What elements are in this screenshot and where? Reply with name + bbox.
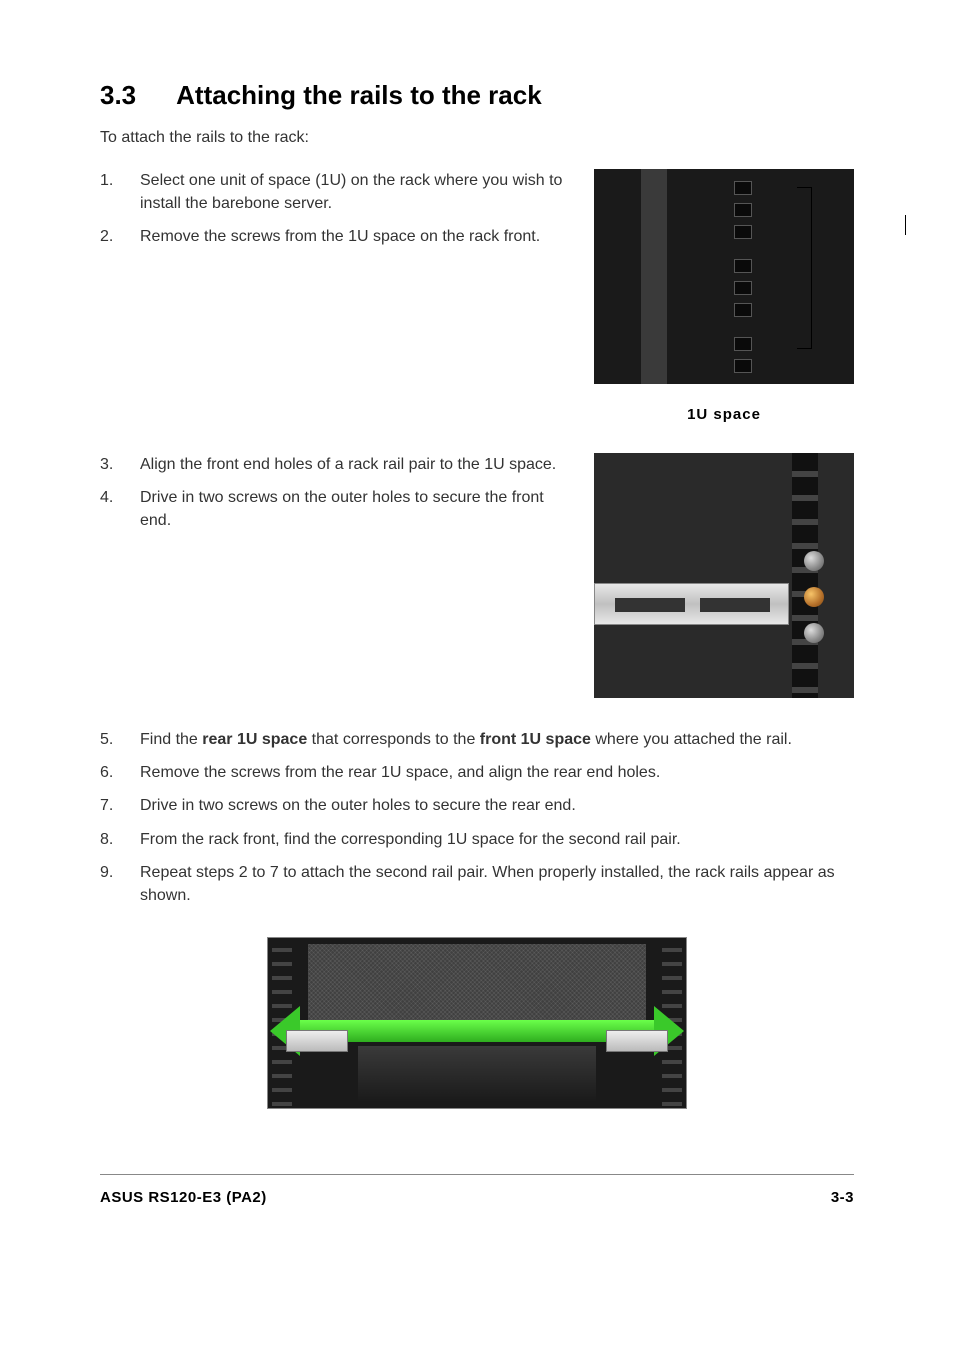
section-title-text: Attaching the rails to the rack — [176, 80, 542, 110]
step-number: 3. — [100, 453, 140, 476]
step-item: 1. Select one unit of space (1U) on the … — [100, 169, 574, 215]
steps-1-2-text: 1. Select one unit of space (1U) on the … — [100, 169, 574, 423]
step-number: 8. — [100, 828, 140, 851]
step-number: 9. — [100, 861, 140, 907]
footer-product: ASUS RS120-E3 (PA2) — [100, 1189, 267, 1206]
step-item: 6. Remove the screws from the rear 1U sp… — [100, 761, 854, 784]
step-item: 7. Drive in two screws on the outer hole… — [100, 794, 854, 817]
step-text: Drive in two screws on the outer holes t… — [140, 486, 574, 532]
page-footer: ASUS RS120-E3 (PA2) 3-3 — [100, 1174, 854, 1206]
block-steps-5-9: 5. Find the rear 1U space that correspon… — [100, 728, 854, 907]
double-arrow-icon — [298, 1020, 656, 1042]
step-item: 2. Remove the screws from the 1U space o… — [100, 225, 574, 248]
step-text: Drive in two screws on the outer holes t… — [140, 794, 854, 817]
step-text-segment: where you attached the rail. — [591, 731, 792, 748]
step-text: Remove the screws from the rear 1U space… — [140, 761, 854, 784]
step-item: 9. Repeat steps 2 to 7 to attach the sec… — [100, 861, 854, 907]
step-number: 5. — [100, 728, 140, 751]
rail-screw-illustration — [594, 453, 854, 698]
step-number: 6. — [100, 761, 140, 784]
step-item: 8. From the rack front, find the corresp… — [100, 828, 854, 851]
step-bold: rear 1U space — [202, 731, 307, 748]
step-bold: front 1U space — [480, 731, 591, 748]
step-item: 3. Align the front end holes of a rack r… — [100, 453, 574, 476]
block-steps-3-4: 3. Align the front end holes of a rack r… — [100, 453, 854, 698]
step-number: 4. — [100, 486, 140, 532]
section-heading: 3.3 Attaching the rails to the rack — [100, 80, 854, 111]
block-steps-1-2: 1. Select one unit of space (1U) on the … — [100, 169, 854, 423]
footer-page-number: 3-3 — [831, 1189, 854, 1206]
caption-1u-space: 1U space — [594, 406, 854, 423]
step-text: Remove the screws from the 1U space on t… — [140, 225, 574, 248]
step-text: Repeat steps 2 to 7 to attach the second… — [140, 861, 854, 907]
rack-1u-illustration — [594, 169, 854, 384]
step-text: Align the front end holes of a rack rail… — [140, 453, 574, 476]
step-text: From the rack front, find the correspond… — [140, 828, 854, 851]
steps-3-4-text: 3. Align the front end holes of a rack r… — [100, 453, 574, 698]
step-number: 1. — [100, 169, 140, 215]
figure-1u-space: 1U space — [594, 169, 854, 423]
section-number: 3.3 — [100, 80, 136, 111]
step-text: Find the rear 1U space that corresponds … — [140, 728, 854, 751]
step-text: Select one unit of space (1U) on the rac… — [140, 169, 574, 215]
step-item: 4. Drive in two screws on the outer hole… — [100, 486, 574, 532]
step-item: 5. Find the rear 1U space that correspon… — [100, 728, 854, 751]
step-text-segment: Find the — [140, 731, 202, 748]
step-number: 7. — [100, 794, 140, 817]
intro-text: To attach the rails to the rack: — [100, 129, 854, 147]
step-text-segment: that corresponds to the — [307, 731, 480, 748]
rails-installed-illustration — [267, 937, 687, 1109]
figure-rails-installed — [100, 937, 854, 1114]
figure-rail-screwed — [594, 453, 854, 698]
step-number: 2. — [100, 225, 140, 248]
